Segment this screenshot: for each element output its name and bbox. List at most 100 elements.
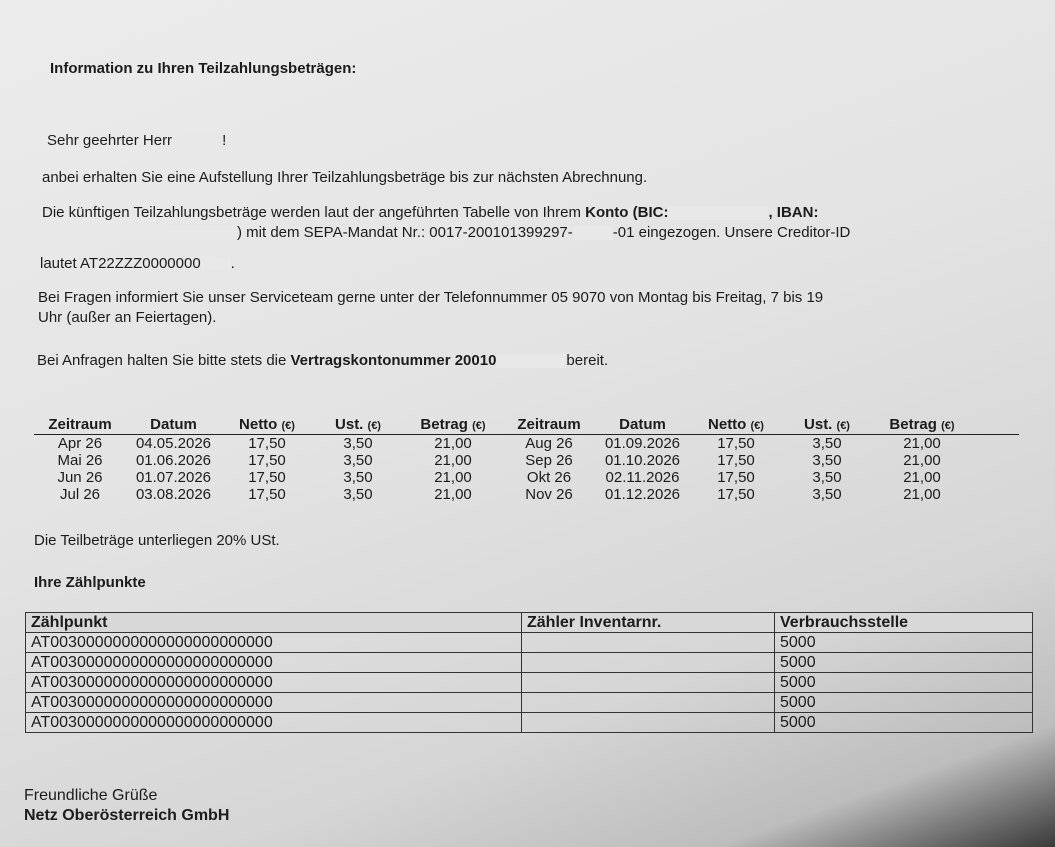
column-unit: (€) xyxy=(750,420,764,432)
table-cell: 5000 xyxy=(774,712,1033,733)
table-cell: 5000 xyxy=(774,692,1033,713)
table-cell: Apr 26 xyxy=(57,435,103,452)
column-label: Betrag xyxy=(420,416,468,433)
greeting-suffix: ! xyxy=(222,132,227,149)
column-unit: (€) xyxy=(472,420,486,432)
column-label: Ust. xyxy=(804,416,833,433)
table-cell: Mai 26 xyxy=(57,452,103,469)
column-header: Zeitraum xyxy=(503,416,595,434)
table-cell: 3,50 xyxy=(812,486,842,503)
table-cell: 17,50 xyxy=(717,469,755,486)
table-cell: 3,50 xyxy=(812,452,842,469)
column-header: Netto (€) xyxy=(690,416,782,434)
table-row: Jul 26 03.08.2026 17,50 3,50 21,00 Nov 26 01.1… xyxy=(34,486,1019,503)
column-header: Betrag (€) xyxy=(403,416,503,434)
document-title: Information zu Ihren Teilzahlungsbeträge… xyxy=(50,60,357,77)
table-cell: 01.07.2026 xyxy=(135,469,212,486)
greeting: Sehr geehrter Herr! xyxy=(47,132,226,149)
table-cell: 17,50 xyxy=(248,452,286,469)
column-header: Ust. (€) xyxy=(782,416,872,434)
column-header: Datum xyxy=(126,416,221,434)
column-unit: (€) xyxy=(281,420,295,432)
table-cell: 21,00 xyxy=(903,452,941,469)
column-label: Netto xyxy=(239,416,278,433)
table-cell: 04.05.2026 xyxy=(135,435,212,452)
table-cell: 02.11.2026 xyxy=(605,469,680,486)
period: . xyxy=(230,255,235,272)
table-row: Jun 26 01.07.2026 17,50 3,50 21,00 Okt 26 02.1… xyxy=(34,469,1019,486)
table-cell: 03.08.2026 xyxy=(135,486,212,503)
table-cell xyxy=(521,672,775,693)
table-cell: 5000 xyxy=(774,652,1033,673)
table-cell: 21,00 xyxy=(434,486,472,503)
column-header: Zählpunkt xyxy=(25,612,522,633)
table-cell: Jun 26 xyxy=(57,469,103,486)
column-header: Netto (€) xyxy=(221,416,313,434)
table-cell: Nov 26 xyxy=(525,486,573,503)
column-header: Ust. (€) xyxy=(313,416,403,434)
table-cell: 5000 xyxy=(774,672,1033,693)
account-line-2: ) mit dem SEPA-Mandat Nr.: 0017-20010139… xyxy=(42,224,850,241)
table-cell: 17,50 xyxy=(248,469,286,486)
table-cell: 17,50 xyxy=(717,452,755,469)
table-cell xyxy=(521,652,775,673)
table-cell: Jul 26 xyxy=(59,486,101,503)
table-cell: 21,00 xyxy=(903,469,941,486)
table-cell: 3,50 xyxy=(343,452,373,469)
payment-table: Zeitraum Datum Netto (€) Ust. (€) Betrag (€)… xyxy=(34,416,1019,503)
company-name: Netz Oberösterreich GmbH xyxy=(24,807,230,824)
column-unit: (€) xyxy=(367,420,381,432)
table-row: AT0030000000000000000000000 5000 xyxy=(25,692,1033,713)
table-cell: 01.10.2026 xyxy=(604,452,681,469)
table-cell: 17,50 xyxy=(717,435,755,452)
payment-table-header: Zeitraum Datum Netto (€) Ust. (€) Betrag (€)… xyxy=(34,416,1019,435)
table-cell: 17,50 xyxy=(248,435,286,452)
table-cell: 3,50 xyxy=(343,469,373,486)
table-cell: 3,50 xyxy=(812,435,842,452)
meters-heading: Ihre Zählpunkte xyxy=(34,574,146,591)
creditor-id: lautet AT22ZZZ0000000 xyxy=(40,255,201,272)
table-cell: AT0030000000000000000000000 xyxy=(25,672,522,693)
contract-suffix: bereit. xyxy=(566,352,609,369)
table-cell xyxy=(521,632,775,653)
table-cell: 3,50 xyxy=(812,469,842,486)
table-cell: 01.12.2026 xyxy=(604,486,681,503)
table-cell: 17,50 xyxy=(248,486,286,503)
table-cell: 21,00 xyxy=(903,486,941,503)
table-cell: 3,50 xyxy=(343,486,373,503)
account-line-3: lautet AT22ZZZ0000000. xyxy=(40,255,235,272)
table-cell: 3,50 xyxy=(343,435,373,452)
intro-text: anbei erhalten Sie eine Aufstellung Ihre… xyxy=(42,169,648,186)
contract-prefix: Bei Anfragen halten Sie bitte stets die xyxy=(37,352,291,369)
column-header: Betrag (€) xyxy=(872,416,972,434)
table-cell: Aug 26 xyxy=(525,435,573,452)
column-label: Zeitraum xyxy=(48,416,112,433)
table-cell: AT0030000000000000000000000 xyxy=(25,632,522,653)
table-cell: 5000 xyxy=(774,632,1033,653)
table-cell xyxy=(521,692,775,713)
sepa-mandate: ) mit dem SEPA-Mandat Nr.: 0017-20010139… xyxy=(237,224,573,241)
table-cell: 17,50 xyxy=(717,486,755,503)
closing-greeting: Freundliche Grüße xyxy=(24,787,158,804)
greeting-prefix: Sehr geehrter Herr xyxy=(47,132,173,149)
table-row: Mai 26 01.06.2026 17,50 3,50 21,00 Sep 26 01.1… xyxy=(34,452,1019,469)
table-row: AT0030000000000000000000000 5000 xyxy=(25,712,1033,733)
column-label: Datum xyxy=(619,416,666,433)
table-row: AT0030000000000000000000000 5000 xyxy=(25,632,1033,653)
table-cell: AT0030000000000000000000000 xyxy=(25,652,522,673)
account-iban-label: , IBAN: xyxy=(768,204,819,221)
column-label: Betrag xyxy=(889,416,937,433)
table-cell: 01.09.2026 xyxy=(604,435,681,452)
contract-number-text: Bei Anfragen halten Sie bitte stets die … xyxy=(37,352,608,369)
table-cell xyxy=(521,712,775,733)
sepa-suffix: -01 eingezogen. Unsere Creditor-ID xyxy=(612,224,851,241)
table-cell: Okt 26 xyxy=(526,469,572,486)
account-text: Die künftigen Teilzahlungsbeträge werden… xyxy=(42,204,586,221)
table-cell: 01.06.2026 xyxy=(135,452,212,469)
account-bic-label: Konto (BIC: xyxy=(585,204,669,221)
table-cell: 21,00 xyxy=(434,452,472,469)
table-cell: 21,00 xyxy=(434,469,472,486)
table-cell: Sep 26 xyxy=(525,452,573,469)
column-unit: (€) xyxy=(941,420,955,432)
table-row: Apr 26 04.05.2026 17,50 3,50 21,00 Aug 26 01.0… xyxy=(34,435,1019,452)
